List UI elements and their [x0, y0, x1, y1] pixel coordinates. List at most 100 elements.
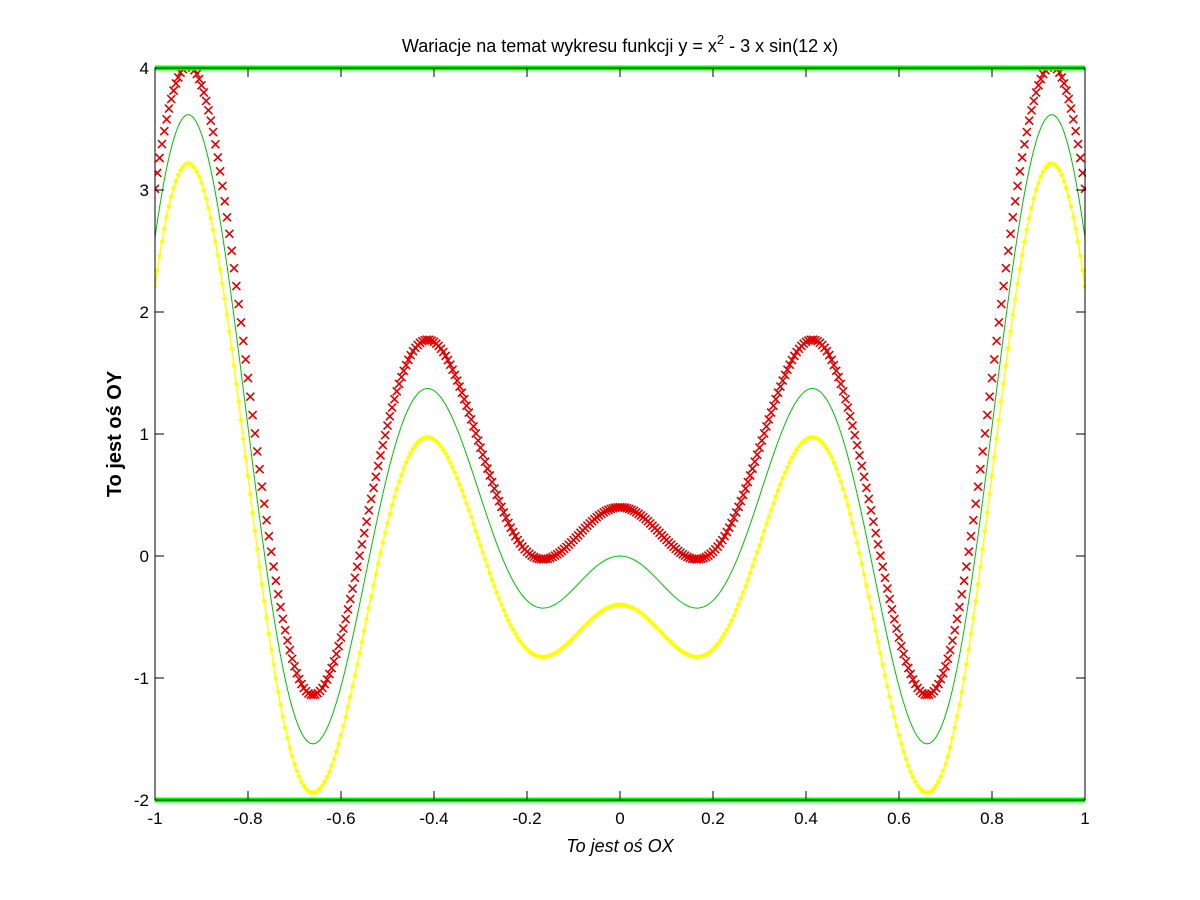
data-point	[834, 466, 839, 471]
data-point	[866, 594, 871, 599]
data-point	[336, 741, 341, 746]
data-point	[938, 774, 944, 779]
data-point	[1066, 194, 1071, 199]
data-point-x-marker	[336, 633, 346, 643]
data-point	[283, 725, 288, 730]
data-point-x-marker	[1019, 139, 1030, 149]
data-point	[717, 638, 723, 644]
y-tick-label: -2	[134, 791, 149, 810]
data-point	[994, 436, 999, 441]
data-point	[720, 635, 725, 640]
data-point	[192, 165, 197, 171]
data-point	[1064, 186, 1069, 191]
data-point	[931, 786, 937, 792]
data-point	[220, 281, 225, 286]
data-point-x-marker	[166, 94, 176, 104]
data-point	[410, 446, 416, 452]
data-point	[954, 714, 960, 719]
data-point-x-marker	[994, 317, 1004, 327]
data-point	[731, 613, 737, 618]
data-point	[382, 530, 388, 535]
y-tick-label: -1	[134, 669, 149, 688]
data-point	[510, 627, 516, 632]
data-point	[355, 662, 360, 667]
data-point-x-marker	[845, 411, 855, 421]
data-point	[289, 754, 295, 759]
data-point-x-marker	[331, 649, 341, 659]
data-point	[759, 535, 765, 541]
data-point	[489, 577, 495, 582]
data-point-x-marker	[366, 494, 376, 504]
data-point	[1080, 268, 1085, 273]
data-point	[273, 676, 279, 681]
data-point-x-marker	[1001, 263, 1011, 273]
data-point	[906, 763, 911, 768]
data-point	[1001, 381, 1006, 386]
data-point	[1071, 214, 1076, 220]
data-point-x-marker	[938, 668, 948, 678]
data-point	[208, 216, 213, 221]
data-point	[166, 203, 172, 209]
data-point-x-marker	[380, 430, 390, 440]
data-point	[887, 694, 892, 699]
data-point-x-marker	[864, 494, 874, 504]
series-green-line	[155, 114, 1086, 745]
data-point	[999, 399, 1004, 404]
data-point	[227, 329, 232, 334]
data-point	[241, 436, 246, 441]
data-point-x-marker	[1066, 104, 1076, 114]
data-point-x-marker	[1029, 96, 1039, 106]
data-point	[366, 605, 372, 611]
data-point-x-marker	[155, 153, 165, 163]
data-point	[1006, 346, 1011, 351]
data-point	[513, 631, 518, 637]
data-point-x-marker	[775, 381, 785, 392]
data-point	[327, 769, 332, 774]
data-point	[785, 465, 790, 470]
data-point	[213, 239, 218, 245]
data-point	[771, 501, 776, 506]
data-point-x-marker	[194, 74, 204, 84]
data-point-x-marker	[724, 523, 734, 533]
data-point-x-marker	[448, 365, 458, 375]
data-point-x-marker	[873, 539, 883, 549]
data-point	[899, 741, 904, 746]
data-point-x-marker	[1017, 152, 1027, 163]
data-point	[836, 472, 841, 477]
data-point	[278, 702, 283, 707]
data-point-x-marker	[224, 229, 234, 239]
y-tick-label: 1	[140, 425, 149, 444]
chart-title: Wariacje na temat wykresu funkcji y = x2…	[402, 32, 838, 56]
x-tick-label: 1	[1080, 809, 1089, 828]
data-point-x-marker	[747, 464, 758, 474]
data-point-x-marker	[545, 553, 555, 563]
data-point-x-marker	[738, 490, 748, 500]
data-point	[334, 749, 339, 754]
data-point-x-marker	[766, 407, 776, 418]
data-point-x-marker	[908, 674, 918, 685]
data-point-x-marker	[489, 484, 500, 494]
data-point	[896, 732, 902, 738]
data-point	[338, 732, 344, 738]
data-point	[1068, 203, 1074, 209]
data-point	[499, 602, 504, 607]
data-point	[936, 779, 941, 784]
data-point-x-marker	[206, 116, 216, 126]
data-point-x-marker	[1031, 87, 1041, 98]
data-point-x-marker	[850, 430, 860, 440]
data-point	[364, 617, 369, 622]
data-point-x-marker	[992, 336, 1002, 346]
chart-title-suffix: - 3 x sin(12 x)	[724, 36, 838, 56]
data-point-x-marker	[740, 484, 751, 494]
data-point-x-marker	[999, 281, 1009, 291]
data-point-x-marker	[266, 547, 276, 557]
data-point	[973, 599, 978, 604]
data-point	[982, 528, 988, 534]
data-point	[980, 546, 985, 552]
data-point-x-marker	[810, 335, 820, 345]
data-point	[245, 473, 251, 478]
data-point-x-marker	[271, 576, 281, 586]
data-point-x-marker	[894, 633, 904, 643]
data-point	[157, 253, 162, 258]
data-point-x-marker	[241, 354, 251, 365]
